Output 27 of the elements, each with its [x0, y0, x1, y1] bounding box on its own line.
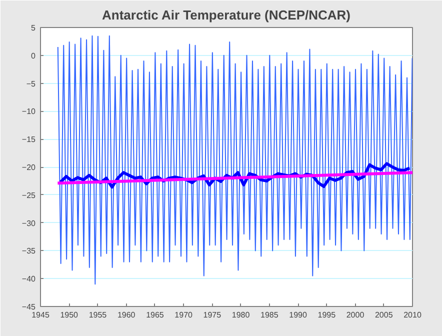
- x-tick-label: 1950: [60, 310, 79, 320]
- x-tick-label: 1960: [117, 310, 136, 320]
- y-tick-label: −20: [22, 163, 36, 172]
- x-tick-label: 1975: [203, 310, 222, 320]
- y-tick-label: 5: [31, 24, 36, 32]
- x-tick-label: 1970: [174, 310, 194, 320]
- x-tick-label: 1955: [88, 310, 108, 320]
- y-tick-label: −10: [22, 107, 36, 116]
- x-tick-label: 1945: [32, 310, 50, 320]
- chart-title: Antarctic Air Temperature (NCEP/NCAR): [102, 8, 351, 22]
- x-tick-label: 1985: [260, 310, 279, 320]
- y-tick-label: −15: [22, 135, 36, 144]
- line-series: [57, 35, 412, 285]
- x-tick-label: 2000: [346, 310, 365, 320]
- x-tick-label: 1995: [318, 310, 336, 320]
- y-tick-label: −35: [22, 246, 36, 256]
- x-tick-label: 2010: [404, 310, 422, 320]
- x-tick-label: 1980: [232, 310, 250, 320]
- y-tick-label: −5: [26, 79, 36, 88]
- y-tick-label: 0: [31, 51, 36, 60]
- y-tick-label: −25: [22, 190, 36, 200]
- x-tick-label: 1990: [289, 310, 308, 320]
- x-tick-label: 2005: [374, 310, 394, 320]
- y-tick-label: −45: [22, 302, 36, 312]
- x-tick-label: 1965: [146, 310, 164, 320]
- y-tick-label: −40: [22, 274, 36, 284]
- y-tick-label: −30: [22, 218, 36, 228]
